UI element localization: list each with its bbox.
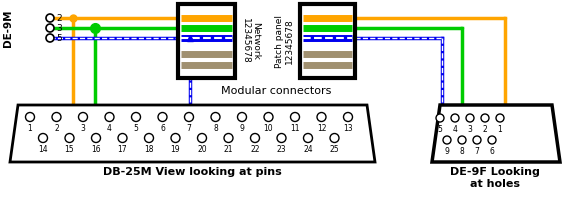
Circle shape [52, 113, 61, 121]
Circle shape [132, 113, 140, 121]
Circle shape [303, 134, 313, 142]
Circle shape [436, 114, 444, 122]
Text: 17: 17 [118, 145, 127, 154]
Circle shape [264, 113, 273, 121]
Circle shape [25, 113, 35, 121]
Text: 13: 13 [343, 124, 353, 133]
Text: 6: 6 [160, 124, 165, 133]
Circle shape [458, 136, 466, 144]
Text: DE-9F Looking
at holes: DE-9F Looking at holes [450, 167, 540, 189]
Circle shape [488, 136, 496, 144]
Text: 7: 7 [187, 124, 191, 133]
Polygon shape [10, 105, 375, 162]
Text: 7: 7 [475, 147, 479, 156]
Text: 3: 3 [80, 124, 86, 133]
Text: 22: 22 [250, 145, 260, 154]
Circle shape [466, 114, 474, 122]
Text: 21: 21 [224, 145, 234, 154]
Circle shape [250, 134, 260, 142]
Text: 2: 2 [54, 124, 59, 133]
Bar [178, 4, 235, 78]
Text: 24: 24 [303, 145, 313, 154]
Circle shape [317, 113, 326, 121]
Text: 12: 12 [317, 124, 326, 133]
Circle shape [291, 113, 299, 121]
Circle shape [46, 14, 54, 22]
Text: 5: 5 [438, 125, 442, 134]
Text: 10: 10 [264, 124, 273, 133]
Circle shape [481, 114, 489, 122]
Text: 16: 16 [91, 145, 101, 154]
Circle shape [224, 134, 233, 142]
Text: 4: 4 [453, 125, 457, 134]
Circle shape [451, 114, 459, 122]
Text: Modular connectors: Modular connectors [221, 86, 332, 96]
Text: 25: 25 [329, 145, 339, 154]
Text: 6: 6 [490, 147, 494, 156]
Circle shape [105, 113, 114, 121]
Circle shape [473, 136, 481, 144]
Circle shape [118, 134, 127, 142]
Text: 5: 5 [56, 34, 62, 43]
Circle shape [277, 134, 286, 142]
Text: 2: 2 [56, 14, 62, 23]
Circle shape [91, 134, 101, 142]
Circle shape [65, 134, 74, 142]
Circle shape [343, 113, 353, 121]
Text: 8: 8 [213, 124, 218, 133]
Text: 5: 5 [134, 124, 139, 133]
Text: 3: 3 [56, 24, 62, 33]
Text: 2: 2 [483, 125, 487, 134]
Text: 1: 1 [28, 124, 32, 133]
Text: 15: 15 [65, 145, 75, 154]
Circle shape [158, 113, 167, 121]
Text: Network
12345678: Network 12345678 [241, 18, 261, 64]
Circle shape [46, 34, 54, 42]
Circle shape [46, 24, 54, 32]
Circle shape [184, 113, 194, 121]
Polygon shape [432, 105, 560, 162]
Text: 14: 14 [38, 145, 48, 154]
Circle shape [198, 134, 206, 142]
Text: DB-25M View looking at pins: DB-25M View looking at pins [103, 167, 282, 177]
Text: DE-9M: DE-9M [3, 9, 13, 47]
Circle shape [238, 113, 246, 121]
Circle shape [144, 134, 154, 142]
Circle shape [39, 134, 47, 142]
Circle shape [496, 114, 504, 122]
Text: Patch panel
12345678: Patch panel 12345678 [275, 15, 294, 67]
Text: 11: 11 [290, 124, 300, 133]
Circle shape [171, 134, 180, 142]
Text: 8: 8 [460, 147, 464, 156]
Circle shape [211, 113, 220, 121]
Circle shape [79, 113, 87, 121]
Circle shape [443, 136, 451, 144]
Text: 19: 19 [171, 145, 180, 154]
Text: 18: 18 [144, 145, 154, 154]
Text: 9: 9 [444, 147, 450, 156]
Text: 9: 9 [239, 124, 244, 133]
Text: 1: 1 [498, 125, 502, 134]
Text: 4: 4 [107, 124, 112, 133]
Text: 20: 20 [197, 145, 207, 154]
Text: 23: 23 [277, 145, 286, 154]
Bar [300, 4, 355, 78]
Text: 3: 3 [468, 125, 472, 134]
Circle shape [330, 134, 339, 142]
